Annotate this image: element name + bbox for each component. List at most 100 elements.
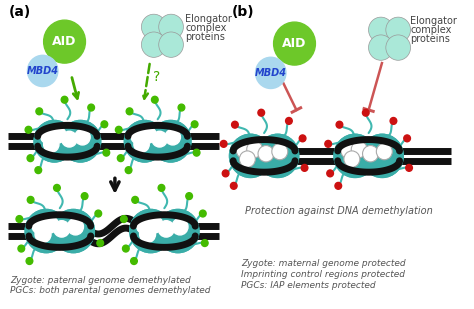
Circle shape	[386, 35, 410, 60]
Circle shape	[325, 141, 331, 147]
Circle shape	[124, 121, 165, 162]
Circle shape	[157, 210, 199, 253]
Circle shape	[141, 32, 166, 57]
Text: PGCs: both parental genomes demethylated: PGCs: both parental genomes demethylated	[10, 286, 211, 294]
Circle shape	[273, 22, 315, 65]
Circle shape	[327, 170, 333, 177]
Circle shape	[386, 17, 410, 43]
Circle shape	[134, 137, 149, 152]
Circle shape	[151, 121, 191, 162]
Circle shape	[229, 134, 272, 177]
Circle shape	[126, 108, 133, 115]
Text: proteins: proteins	[185, 32, 225, 42]
Circle shape	[36, 108, 43, 115]
Circle shape	[257, 134, 299, 177]
Circle shape	[236, 142, 252, 159]
Circle shape	[178, 104, 185, 111]
Circle shape	[222, 170, 229, 177]
Circle shape	[51, 127, 66, 143]
Circle shape	[152, 96, 158, 103]
Text: Imprinting control regions protected: Imprinting control regions protected	[241, 270, 405, 279]
Circle shape	[165, 129, 181, 145]
Circle shape	[404, 135, 410, 142]
Circle shape	[75, 129, 90, 145]
Circle shape	[62, 131, 77, 147]
Circle shape	[43, 216, 58, 233]
Circle shape	[152, 131, 167, 147]
Circle shape	[130, 210, 172, 253]
Ellipse shape	[33, 220, 87, 243]
Text: MBD4: MBD4	[27, 66, 59, 76]
Circle shape	[27, 55, 58, 87]
Circle shape	[27, 155, 34, 162]
Circle shape	[390, 117, 397, 124]
Circle shape	[16, 216, 23, 222]
Circle shape	[41, 128, 56, 144]
Circle shape	[53, 210, 94, 253]
Circle shape	[257, 134, 299, 177]
Circle shape	[255, 57, 286, 88]
Circle shape	[101, 121, 108, 128]
Circle shape	[32, 218, 48, 234]
Circle shape	[191, 121, 198, 128]
Circle shape	[67, 218, 83, 235]
Circle shape	[220, 141, 227, 147]
Circle shape	[376, 143, 392, 160]
Text: ?: ?	[153, 70, 160, 84]
Circle shape	[258, 109, 264, 116]
Circle shape	[61, 96, 68, 103]
Circle shape	[120, 216, 127, 222]
Circle shape	[53, 210, 94, 253]
Circle shape	[147, 216, 163, 233]
Circle shape	[334, 134, 376, 177]
Text: proteins: proteins	[410, 34, 450, 44]
Circle shape	[361, 134, 403, 177]
Circle shape	[26, 258, 33, 265]
Circle shape	[361, 134, 403, 177]
Circle shape	[172, 218, 188, 235]
Text: complex: complex	[185, 23, 227, 33]
Text: Protection against DNA demethylation: Protection against DNA demethylation	[245, 206, 433, 216]
Circle shape	[336, 121, 343, 128]
Circle shape	[44, 20, 85, 63]
Circle shape	[124, 121, 165, 162]
Circle shape	[25, 126, 32, 133]
Circle shape	[334, 134, 376, 177]
Circle shape	[229, 134, 272, 177]
Circle shape	[341, 142, 357, 159]
Circle shape	[132, 197, 138, 203]
Circle shape	[272, 143, 288, 160]
Text: Zygote: paternal genome demethylated: Zygote: paternal genome demethylated	[10, 276, 191, 285]
Ellipse shape	[341, 144, 396, 167]
Circle shape	[115, 126, 122, 133]
Circle shape	[130, 210, 172, 253]
Circle shape	[54, 221, 70, 237]
Circle shape	[158, 221, 174, 237]
Circle shape	[200, 210, 206, 217]
Circle shape	[60, 121, 100, 162]
Circle shape	[131, 128, 146, 144]
Circle shape	[131, 258, 137, 265]
Circle shape	[344, 151, 360, 167]
Circle shape	[118, 155, 124, 162]
Circle shape	[25, 210, 67, 253]
Text: complex: complex	[410, 25, 452, 35]
Circle shape	[299, 135, 306, 142]
Circle shape	[34, 121, 74, 162]
Circle shape	[247, 141, 263, 158]
Circle shape	[258, 146, 274, 162]
Circle shape	[159, 14, 183, 40]
Circle shape	[137, 218, 153, 234]
Text: Zygote: maternal genome protected: Zygote: maternal genome protected	[241, 259, 406, 268]
Ellipse shape	[41, 130, 93, 152]
Text: MBD4: MBD4	[255, 68, 287, 78]
Circle shape	[201, 240, 208, 247]
Circle shape	[230, 182, 237, 189]
Circle shape	[363, 109, 369, 116]
Circle shape	[239, 151, 255, 167]
Text: (a): (a)	[9, 5, 31, 19]
Circle shape	[363, 146, 379, 162]
Circle shape	[157, 210, 199, 253]
Circle shape	[140, 226, 155, 243]
Text: AID: AID	[283, 37, 307, 50]
